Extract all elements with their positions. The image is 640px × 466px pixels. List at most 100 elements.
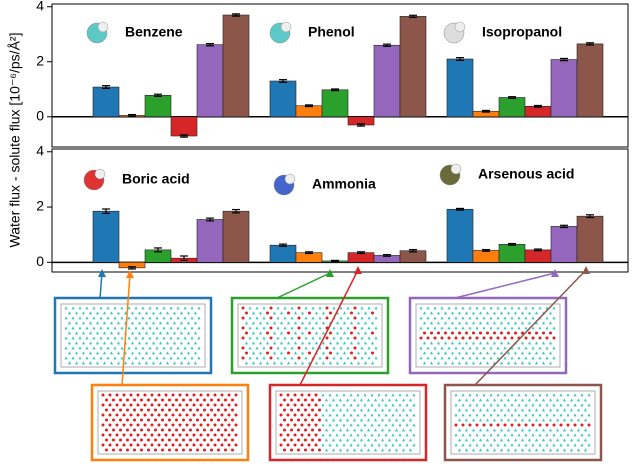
molecule-icon — [284, 173, 296, 185]
cyan-atom — [335, 341, 340, 345]
red-atom — [206, 403, 210, 407]
cyan-atom — [506, 398, 511, 402]
cyan-atom — [113, 306, 117, 310]
cyan-atom — [464, 361, 469, 365]
red-atom — [143, 403, 147, 407]
y-tick-label: 2 — [36, 52, 44, 68]
red-atom — [112, 438, 115, 442]
red-atom — [231, 428, 234, 432]
cyan-atom — [447, 316, 451, 320]
cyan-atom — [534, 351, 539, 355]
cyan-atom — [155, 316, 159, 320]
cyan-atom — [293, 361, 298, 365]
red-atom — [290, 448, 293, 452]
red-atom — [224, 448, 227, 452]
cyan-atom — [120, 336, 124, 340]
red-atom — [168, 448, 171, 452]
cyan-atom — [485, 428, 490, 432]
cyan-atom — [478, 398, 483, 402]
cyan-atom — [398, 423, 402, 427]
cyan-atom — [562, 448, 567, 452]
cyan-atom — [92, 356, 96, 360]
cyan-atom — [387, 448, 392, 452]
cyan-atom — [394, 418, 399, 422]
cyan-atom — [408, 448, 413, 452]
cyan-atom — [176, 346, 180, 350]
red-atom — [112, 418, 115, 422]
cyan-atom — [304, 356, 308, 360]
cyan-atom — [332, 326, 336, 330]
cyan-atom — [141, 306, 145, 310]
red-atom — [307, 433, 311, 437]
red-atom — [472, 331, 475, 335]
red-atom — [143, 423, 147, 427]
cyan-atom — [405, 393, 409, 397]
cyan-atom — [398, 393, 402, 397]
cyan-atom — [499, 428, 504, 432]
red-atom — [566, 423, 570, 427]
red-atom — [489, 423, 493, 427]
red-atom — [220, 393, 224, 397]
cyan-atom — [346, 356, 350, 360]
cyan-atom — [352, 418, 357, 422]
red-atom — [325, 356, 329, 360]
cyan-atom — [447, 306, 451, 310]
cyan-atom — [346, 336, 350, 340]
cyan-atom — [349, 361, 354, 365]
cyan-atom — [475, 433, 479, 437]
red-atom — [266, 351, 269, 355]
cyan-atom — [534, 398, 539, 402]
cyan-atom — [468, 316, 472, 320]
cyan-atom — [162, 326, 166, 330]
red-atom — [175, 408, 178, 412]
cyan-atom — [366, 418, 371, 422]
red-atom — [468, 423, 472, 427]
bar — [472, 250, 500, 263]
cyan-atom — [492, 438, 497, 442]
red-atom — [189, 408, 192, 412]
red-atom — [178, 433, 182, 437]
cyan-atom — [335, 443, 339, 447]
red-atom — [580, 423, 584, 427]
cyan-atom — [134, 336, 138, 340]
red-atom — [290, 398, 293, 402]
cyan-atom — [555, 408, 560, 412]
cyan-atom — [366, 428, 371, 432]
cyan-atom — [74, 351, 79, 355]
bar — [92, 86, 120, 118]
cyan-atom — [503, 403, 507, 407]
cyan-atom — [373, 448, 378, 452]
cyan-atom — [545, 403, 549, 407]
cyan-atom — [370, 443, 374, 447]
cyan-atom — [286, 361, 291, 365]
red-atom — [304, 438, 307, 442]
red-atom — [161, 438, 164, 442]
cyan-atom — [496, 393, 500, 397]
arrow-head — [126, 270, 134, 278]
cyan-atom — [457, 448, 462, 452]
arrow — [276, 272, 331, 299]
red-atom — [140, 418, 143, 422]
cyan-atom — [457, 311, 462, 315]
cyan-atom — [158, 341, 163, 345]
cyan-atom — [255, 306, 259, 310]
cyan-atom — [151, 331, 156, 335]
cyan-atom — [454, 433, 458, 437]
red-atom — [297, 408, 300, 412]
cyan-atom — [293, 331, 298, 335]
cyan-atom — [137, 341, 142, 345]
cyan-atom — [429, 361, 434, 365]
red-atom — [136, 423, 140, 427]
cyan-atom — [186, 331, 191, 335]
red-atom — [524, 336, 528, 340]
cyan-atom — [468, 356, 472, 360]
cyan-atom — [471, 408, 476, 412]
cyan-atom — [475, 316, 479, 320]
cyan-atom — [262, 346, 266, 350]
cyan-atom — [179, 311, 184, 315]
red-atom — [136, 403, 140, 407]
cyan-atom — [186, 341, 191, 345]
bar — [399, 250, 427, 263]
cyan-atom — [165, 361, 170, 365]
red-atom — [213, 413, 217, 417]
